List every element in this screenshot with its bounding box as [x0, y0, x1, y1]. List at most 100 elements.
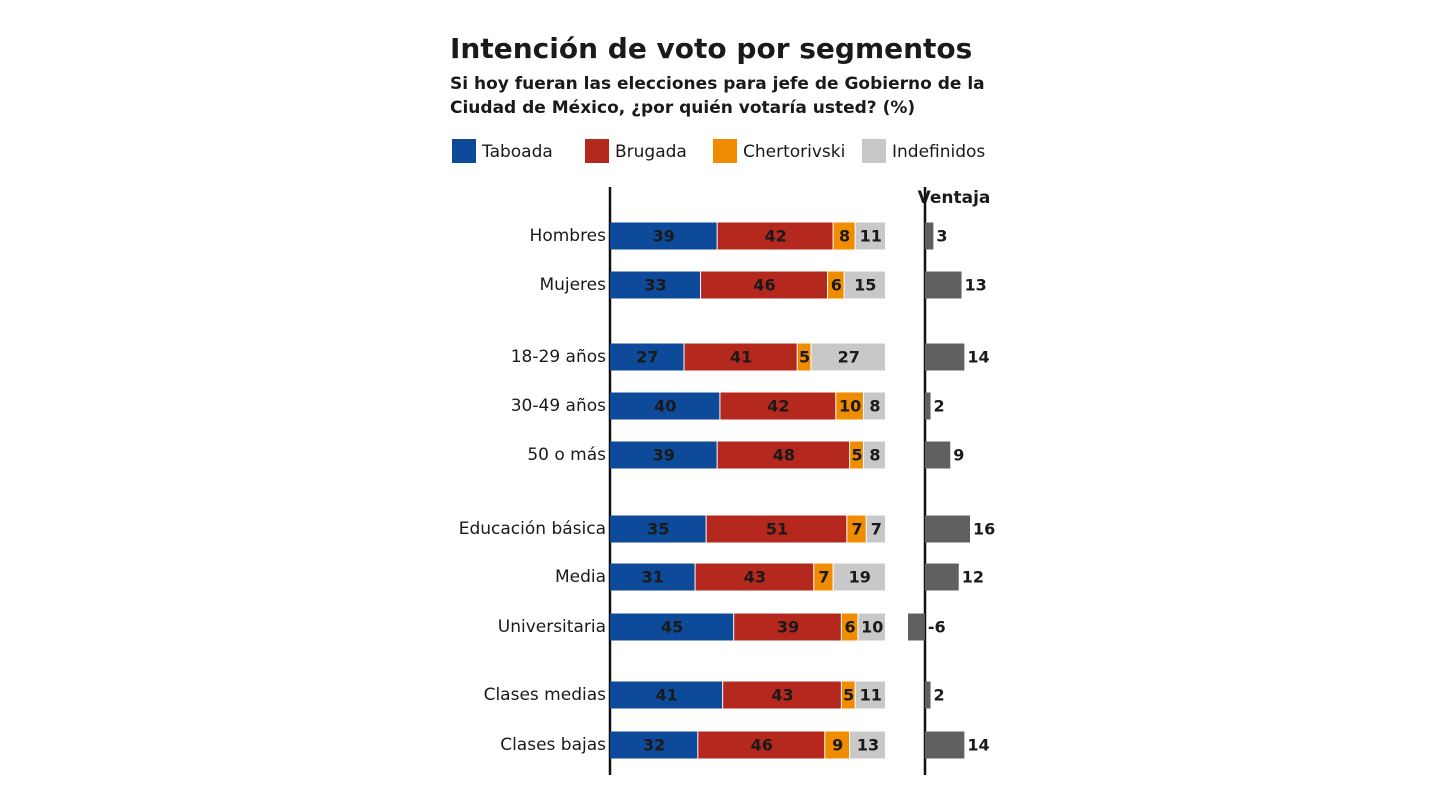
value-label: 43 — [771, 686, 793, 705]
bar-segment — [841, 613, 858, 641]
bar-segment — [836, 392, 863, 420]
bar-segment — [610, 515, 706, 543]
value-label: 27 — [636, 348, 658, 367]
value-label: 39 — [653, 227, 675, 246]
value-label: 7 — [818, 568, 829, 587]
value-label: 43 — [744, 568, 766, 587]
value-label: 6 — [845, 618, 856, 637]
bar-segment — [811, 343, 885, 371]
bar-segment — [858, 613, 885, 641]
value-label: 39 — [777, 618, 799, 637]
bar-segment — [841, 681, 855, 709]
bar-segment — [610, 731, 698, 759]
bar — [924, 222, 934, 250]
value-label: 8 — [839, 227, 850, 246]
bar-segment — [866, 515, 885, 543]
legend-label: Brugada — [615, 142, 687, 162]
category-label: Media — [555, 567, 606, 587]
value-label: 41 — [655, 686, 677, 705]
bar — [924, 563, 959, 591]
value-label: 6 — [831, 276, 842, 295]
value-label: 3 — [936, 227, 947, 246]
bar-segment — [610, 343, 684, 371]
bar-segment — [797, 343, 811, 371]
value-label: 40 — [654, 397, 676, 416]
value-label: -6 — [928, 618, 946, 637]
bar-segment — [723, 681, 841, 709]
bar-segment — [610, 222, 717, 250]
bar-segment — [684, 343, 797, 371]
bar-segment — [847, 515, 866, 543]
value-label: 46 — [751, 736, 773, 755]
value-label: 7 — [871, 520, 882, 539]
value-label: 7 — [851, 520, 862, 539]
value-label: 45 — [661, 618, 683, 637]
value-label: 31 — [642, 568, 664, 587]
category-label: Educación básica — [459, 519, 606, 539]
legend-swatch — [452, 139, 476, 163]
category-label: Mujeres — [539, 275, 606, 295]
ventaja-title: Ventaja — [918, 188, 991, 208]
legend-label: Taboada — [481, 142, 553, 162]
bar-segment — [844, 271, 885, 299]
bar-segment — [833, 563, 885, 591]
legend-swatch — [585, 139, 609, 163]
value-label: 42 — [764, 227, 786, 246]
value-label: 2 — [934, 686, 945, 705]
bar-segment — [610, 613, 734, 641]
bar-segment — [610, 681, 723, 709]
bar-segment — [717, 222, 833, 250]
value-label: 27 — [838, 348, 860, 367]
value-label: 9 — [832, 736, 843, 755]
bar-segment — [734, 613, 841, 641]
value-label: 39 — [653, 446, 675, 465]
bar-segment — [814, 563, 833, 591]
value-label: 5 — [843, 686, 854, 705]
bar-segment — [720, 392, 836, 420]
value-label: 15 — [854, 276, 876, 295]
value-label: 41 — [730, 348, 752, 367]
value-label: 5 — [851, 446, 862, 465]
bar-segment — [825, 731, 850, 759]
bar-segment — [610, 441, 717, 469]
category-label: Clases medias — [484, 685, 607, 705]
bar-segment — [850, 731, 885, 759]
value-label: 14 — [967, 736, 989, 755]
value-label: 13 — [857, 736, 879, 755]
bar — [924, 271, 962, 299]
value-label: 11 — [860, 686, 882, 705]
category-label: 18-29 años — [511, 347, 606, 367]
bar-segment — [695, 563, 814, 591]
bar-segment — [863, 441, 885, 469]
bar-segment — [833, 222, 855, 250]
subtitle: Si hoy fueran las elecciones para jefe d… — [450, 74, 985, 94]
value-label: 35 — [647, 520, 669, 539]
bar-segment — [706, 515, 847, 543]
legend-swatch — [862, 139, 886, 163]
bar-segment — [828, 271, 844, 299]
bar — [908, 613, 925, 641]
category-label: 50 o más — [527, 445, 606, 465]
category-label: Universitaria — [498, 617, 606, 637]
bar-segment — [850, 441, 863, 469]
bar-segment — [610, 392, 720, 420]
legend-label: Indefinidos — [892, 142, 985, 162]
category-label: Hombres — [530, 226, 607, 246]
category-label: 30-49 años — [511, 396, 606, 416]
bar — [924, 681, 931, 709]
bar-segment — [855, 681, 885, 709]
value-label: 51 — [766, 520, 788, 539]
value-label: 32 — [643, 736, 665, 755]
value-label: 46 — [753, 276, 775, 295]
bar-segment — [610, 271, 701, 299]
value-label: 33 — [644, 276, 666, 295]
value-label: 16 — [973, 520, 995, 539]
value-label: 11 — [860, 227, 882, 246]
legend-label: Chertorivski — [743, 142, 845, 162]
value-label: 10 — [861, 618, 883, 637]
bar-segment — [610, 563, 695, 591]
value-label: 10 — [839, 397, 861, 416]
legend-swatch — [713, 139, 737, 163]
value-label: 19 — [849, 568, 871, 587]
